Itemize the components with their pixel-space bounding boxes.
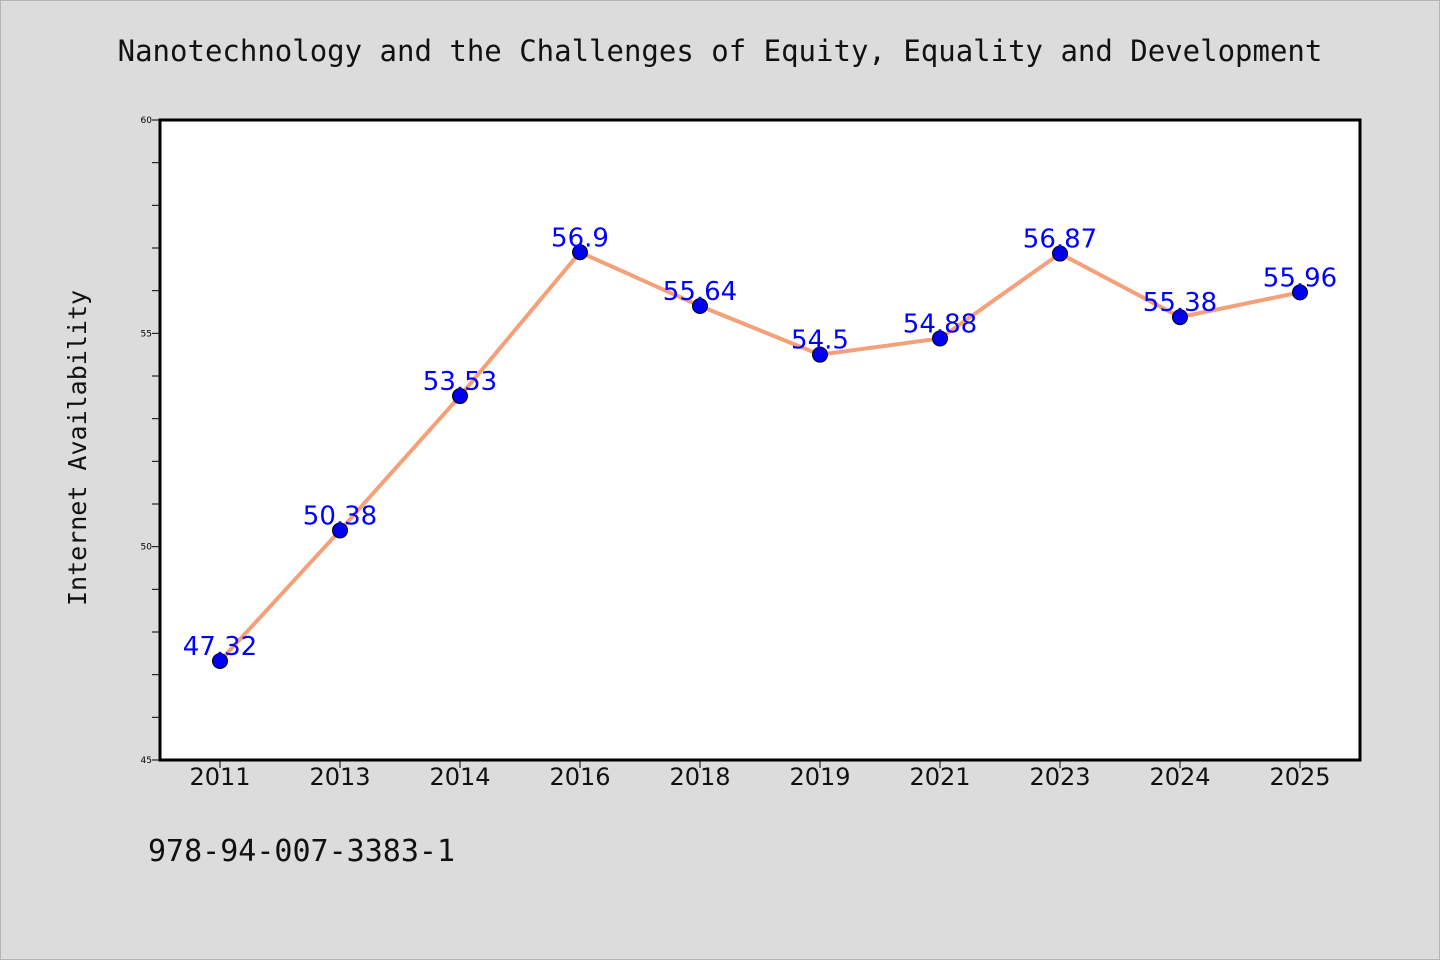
series-line [218,250,1302,664]
data-point [932,330,948,347]
x-tick-label: 2011 [189,763,250,791]
y-tick-label: 60 [141,116,153,126]
x-tick-label: 2021 [909,763,970,791]
data-label: 53.53 [423,367,497,397]
x-tick-label: 2019 [789,763,850,791]
data-label: 47.32 [183,632,257,662]
plot-area [158,118,1362,762]
x-tick-label: 2024 [1149,763,1210,791]
data-label: 50.38 [303,501,377,531]
x-tick-label: 2016 [549,763,610,791]
data-point [572,244,588,261]
data-point [332,522,348,539]
data-label: 55.96 [1263,263,1337,293]
x-tick-label: 2025 [1269,763,1330,791]
x-tick-label: 2014 [429,763,490,791]
data-point [212,653,228,670]
x-tick-label: 2013 [309,763,370,791]
data-label: 55.38 [1143,288,1217,318]
data-label: 56.9 [551,223,609,253]
data-point [1292,284,1308,301]
data-point [692,298,708,315]
footer-isbn: 978-94-007-3383-1 [148,834,456,869]
y-tick-label: 50 [141,543,153,553]
x-tick-label: 2023 [1029,763,1090,791]
x-tick-label: 2018 [669,763,730,791]
data-label: 56.87 [1023,225,1097,255]
data-label: 54.88 [903,309,977,339]
y-axis-label: Internet Availability [63,290,92,606]
data-label: 55.64 [663,277,737,307]
data-point [812,346,828,363]
data-point [1052,245,1068,262]
y-tick-label: 45 [141,756,152,766]
y-tick-label: 55 [141,329,152,339]
chart-title: Nanotechnology and the Challenges of Equ… [117,34,1323,68]
data-point [1172,309,1188,326]
data-point [452,388,468,405]
data-label: 54.5 [791,326,849,356]
